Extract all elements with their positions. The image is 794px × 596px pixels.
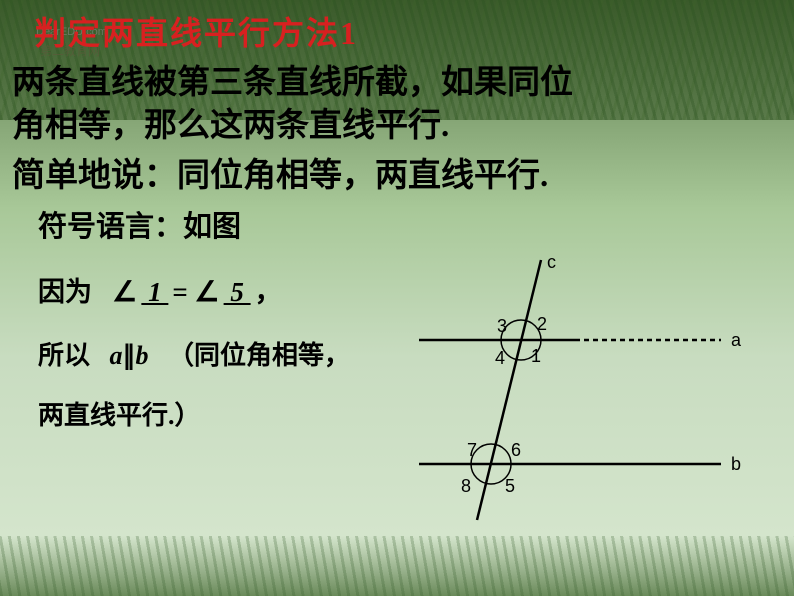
angle-5: 5 — [505, 476, 515, 496]
comma: ， — [255, 277, 282, 307]
angle-2: 2 — [537, 314, 547, 334]
theorem-line1: 两条直线被第三条直线所截，如果同位 — [12, 65, 573, 101]
title-number: 1 — [340, 15, 358, 51]
diagram-svg: a b c 1 2 3 4 5 6 7 8 — [395, 248, 755, 528]
angle-symbol-2: ∠ — [195, 277, 220, 308]
angle-4: 4 — [495, 348, 505, 368]
theorem-line2: 角相等，那么这两条直线平行. — [12, 108, 449, 144]
because-prefix: 因为 — [38, 277, 92, 307]
symbol-language-label: 符号语言：如图 — [38, 203, 241, 245]
label-b: b — [731, 454, 741, 474]
label-a: a — [731, 330, 742, 350]
angle-7: 7 — [467, 440, 477, 460]
angle-6: 6 — [511, 440, 521, 460]
so-prefix: 所以 — [38, 341, 90, 370]
angle-symbol-1: ∠ — [112, 277, 137, 308]
parallel-symbol: ∥ — [123, 341, 136, 370]
label-c: c — [547, 252, 556, 272]
angle-3: 3 — [497, 316, 507, 336]
theorem-short: 简单地说：同位角相等，两直线平行. — [12, 148, 548, 196]
theorem-text: 两条直线被第三条直线所截，如果同位 角相等，那么这两条直线平行. — [12, 62, 782, 148]
geometry-diagram: a b c 1 2 3 4 5 6 7 8 — [395, 248, 755, 528]
so-line: 所以 a∥b （同位角相等， — [38, 335, 350, 372]
angle-value-1: 1 — [137, 277, 172, 307]
reason-open: （同位角相等， — [168, 341, 350, 370]
var-b: b — [136, 341, 149, 370]
angle-8: 8 — [461, 476, 471, 496]
equals-sign: = — [172, 277, 187, 307]
page-title: 判定两直线平行方法1 — [34, 8, 358, 54]
title-text: 判定两直线平行方法 — [34, 15, 340, 51]
var-a: a — [110, 341, 123, 370]
because-line: 因为 ∠ 1 = ∠ 5 ， — [38, 270, 282, 309]
angle-value-2: 5 — [220, 277, 255, 307]
angle-1: 1 — [531, 346, 541, 366]
reason-close: 两直线平行.） — [38, 395, 201, 432]
background-grass-bottom — [0, 536, 794, 596]
